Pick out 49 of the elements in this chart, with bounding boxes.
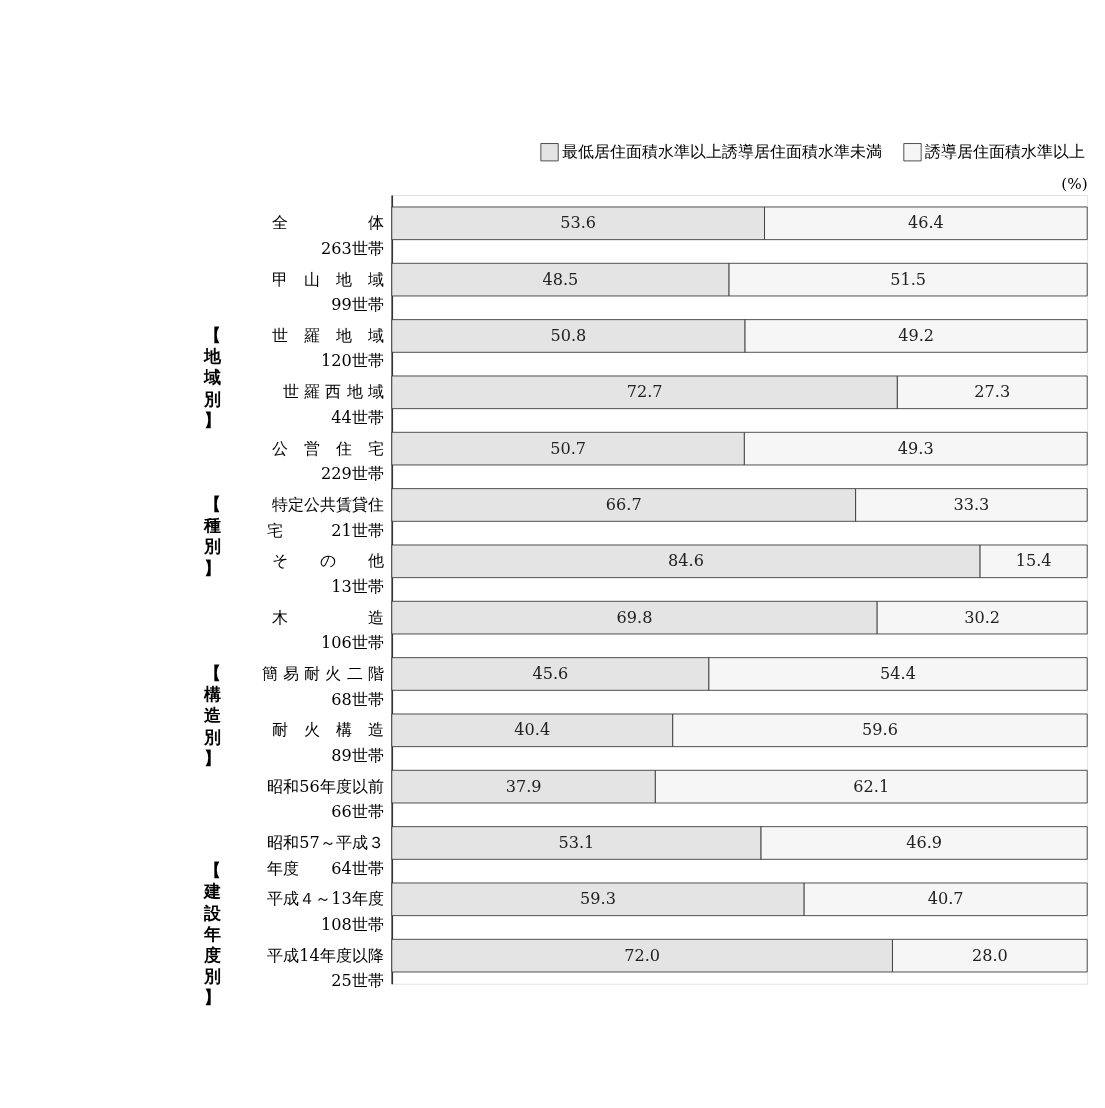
data-label: 49.2 — [898, 326, 935, 346]
data-label: 49.3 — [897, 438, 934, 458]
data-label: 40.7 — [927, 889, 964, 909]
data-label: 28.0 — [971, 945, 1008, 965]
y-tick-label: 木 造106世帯 — [271, 607, 384, 653]
data-label: 51.5 — [890, 269, 927, 289]
data-label: 62.1 — [853, 776, 890, 796]
data-label: 15.4 — [1015, 551, 1052, 571]
data-label: 27.3 — [974, 382, 1011, 402]
y-tick-label: 世 羅 地 域120世帯 — [271, 326, 384, 371]
data-label: 66.7 — [605, 495, 642, 515]
data-label: 72.7 — [626, 382, 663, 402]
legend-label: 最低居住面積水準以上誘導居住面積水準未満 — [562, 142, 883, 162]
data-label: 37.9 — [505, 776, 542, 796]
data-label: 30.2 — [964, 607, 1001, 627]
data-label: 69.8 — [616, 607, 653, 627]
y-tick-label: 公 営 住 宅229世帯 — [271, 438, 384, 484]
data-label: 53.6 — [560, 213, 597, 233]
y-tick-label: 特定公共賃貸住宅 21世帯 — [267, 495, 384, 540]
data-label: 33.3 — [953, 495, 990, 515]
x-axis-title: (%) — [1061, 174, 1088, 193]
data-label: 50.7 — [550, 438, 587, 458]
legend-label: 誘導居住面積水準以上 — [925, 142, 1086, 162]
y-tick-label: 平成４～13年度108世帯 — [267, 889, 384, 934]
data-label: 53.1 — [558, 833, 595, 853]
data-label: 46.4 — [907, 213, 944, 233]
y-tick-label: 簡 易 耐 火 二 階68世帯 — [262, 664, 384, 709]
data-label: 59.6 — [862, 720, 898, 740]
data-label: 46.9 — [906, 833, 943, 853]
y-tick-label: 世 羅 西 地 域44世帯 — [283, 382, 384, 427]
text: 【地域別】 — [202, 325, 222, 430]
text: 【構造別】 — [202, 663, 221, 768]
data-label: 59.3 — [580, 889, 616, 909]
y-tick-label: 平成14年度以降25世帯 — [267, 945, 384, 991]
data-label: 40.4 — [514, 720, 551, 740]
y-tick-label: 甲 山 地 域99世帯 — [271, 269, 384, 315]
y-tick-label: そ の 他13世帯 — [271, 551, 384, 596]
y-tick-label: 昭和57～平成３年度 64世帯 — [267, 833, 384, 878]
text: 【種別】 — [202, 494, 221, 578]
data-label: 48.5 — [542, 269, 579, 289]
data-label: 50.8 — [550, 326, 587, 346]
text: 【建設年度別】 — [201, 860, 222, 1008]
data-label: 84.6 — [668, 551, 704, 571]
y-tick-label: 全 体263世帯 — [271, 213, 384, 258]
data-label: 72.0 — [624, 945, 661, 965]
y-tick-label: 昭和56年度以前66世帯 — [267, 776, 384, 822]
data-label: 45.6 — [532, 664, 569, 684]
y-tick-label: 耐 火 構 造89世帯 — [271, 720, 384, 765]
data-label: 54.4 — [880, 664, 916, 684]
